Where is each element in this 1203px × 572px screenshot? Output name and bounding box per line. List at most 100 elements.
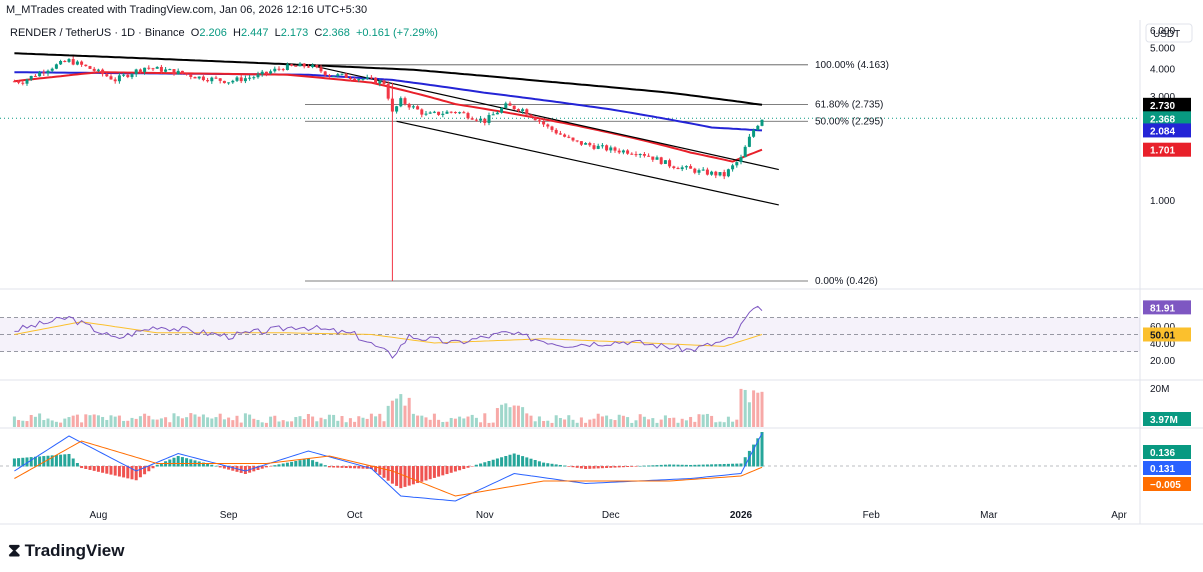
macd-histogram-bar (684, 464, 688, 467)
macd-badge (1143, 445, 1191, 459)
volume-bar (109, 415, 113, 427)
macd-histogram-bar (210, 464, 214, 467)
candle-body (214, 77, 218, 79)
macd-histogram-bar (512, 453, 516, 467)
candle-body (38, 72, 42, 77)
macd-histogram-bar (453, 466, 457, 472)
candle-body (235, 77, 239, 81)
candle-body (12, 81, 16, 83)
macd-histogram-bar (651, 465, 655, 467)
price-tick-label: 3.000 (1150, 92, 1175, 103)
macd-histogram-bar (579, 466, 583, 469)
candle-body (752, 129, 756, 137)
macd-histogram-bar (390, 466, 394, 484)
macd-histogram-bar (218, 466, 222, 468)
candle-body (634, 154, 638, 156)
candle-body (151, 68, 155, 70)
symbol-legend[interactable]: RENDER / TetherUS · 1D · Binance O2.206 … (10, 27, 438, 39)
macd-histogram-bar (756, 438, 760, 467)
candle-body (563, 134, 567, 137)
candle-body (336, 74, 340, 77)
macd-histogram-bar (319, 463, 323, 467)
macd-histogram-bar (59, 454, 63, 467)
candle-body (168, 69, 172, 71)
candle-body (357, 78, 361, 80)
ema-200-line (14, 52, 763, 106)
macd-histogram-bar (222, 466, 226, 469)
candle-body (672, 166, 676, 168)
volume-bar (726, 416, 730, 427)
candle-body (554, 129, 558, 134)
volume-bar (33, 416, 37, 427)
candle-body (29, 75, 33, 80)
time-axis-label: Dec (602, 510, 620, 521)
volume-bar (634, 420, 638, 427)
candle-body (458, 112, 462, 114)
volume-bar (138, 416, 142, 427)
macd-histogram-bar (134, 466, 138, 481)
macd-histogram-bar (449, 466, 453, 473)
symbol-name[interactable]: RENDER / TetherUS · 1D · Binance (10, 27, 185, 39)
fib-label: 100.00% (4.163) (815, 60, 889, 71)
macd-histogram-bar (605, 466, 609, 468)
macd-histogram-bar (378, 466, 382, 475)
macd-histogram-bar (227, 466, 231, 470)
macd-histogram-bar (21, 457, 25, 467)
volume-bar (168, 422, 172, 427)
volume-bar (697, 414, 701, 427)
candle-body (298, 63, 302, 67)
macd-histogram-bar (298, 460, 302, 467)
candle-body (143, 67, 147, 72)
price-axis-badge (1143, 123, 1191, 138)
macd-histogram-bar (269, 466, 273, 467)
candle-body (621, 150, 625, 153)
volume-bar (361, 417, 365, 427)
volume-bar (214, 417, 218, 427)
macd-histogram-bar (621, 466, 625, 468)
volume-bar (705, 413, 709, 427)
candle-body (710, 171, 714, 175)
macd-histogram-bar (567, 466, 571, 467)
macd-histogram-bar (420, 466, 424, 482)
macd-histogram-bar (445, 466, 449, 475)
volume-bar (264, 422, 268, 427)
volume-bar (512, 405, 516, 427)
macd-histogram-bar (327, 466, 331, 468)
volume-bar (739, 388, 743, 427)
volume-bar (193, 414, 197, 427)
volume-bar (584, 422, 588, 427)
macd-badge (1143, 477, 1191, 491)
volume-bar (500, 404, 504, 427)
volume-bar (306, 414, 310, 427)
macd-histogram-bar (88, 466, 92, 470)
macd-histogram-bar (521, 456, 525, 467)
volume-bar (449, 417, 453, 427)
change-value: +0.161 (+7.29%) (355, 27, 438, 39)
volume-bar (390, 400, 394, 427)
volume-bar (458, 416, 462, 427)
macd-histogram-bar (84, 466, 88, 469)
volume-bar (50, 420, 54, 427)
candle-body (185, 73, 189, 75)
volume-bar (54, 421, 58, 427)
candle-body (63, 61, 67, 63)
volume-bar (529, 415, 533, 427)
volume-bar (487, 422, 491, 427)
macd-histogram-bar (689, 464, 693, 467)
volume-bar (420, 415, 424, 427)
volume-bar (117, 415, 121, 427)
volume-bar (227, 417, 231, 427)
price-axis-badge-text: 2.368 (1150, 114, 1175, 125)
macd-histogram-bar (281, 463, 285, 467)
volume-bar (453, 418, 457, 427)
candle-body (361, 78, 365, 80)
macd-histogram-bar (495, 458, 499, 467)
volume-bar (256, 419, 260, 427)
macd-histogram-bar (273, 465, 277, 467)
macd-histogram-bar (75, 463, 79, 467)
volume-bar (735, 419, 739, 427)
macd-histogram-bar (487, 461, 491, 467)
tradingview-logo[interactable]: ⧗ TradingView (8, 540, 124, 561)
macd-histogram-bar (739, 463, 743, 467)
